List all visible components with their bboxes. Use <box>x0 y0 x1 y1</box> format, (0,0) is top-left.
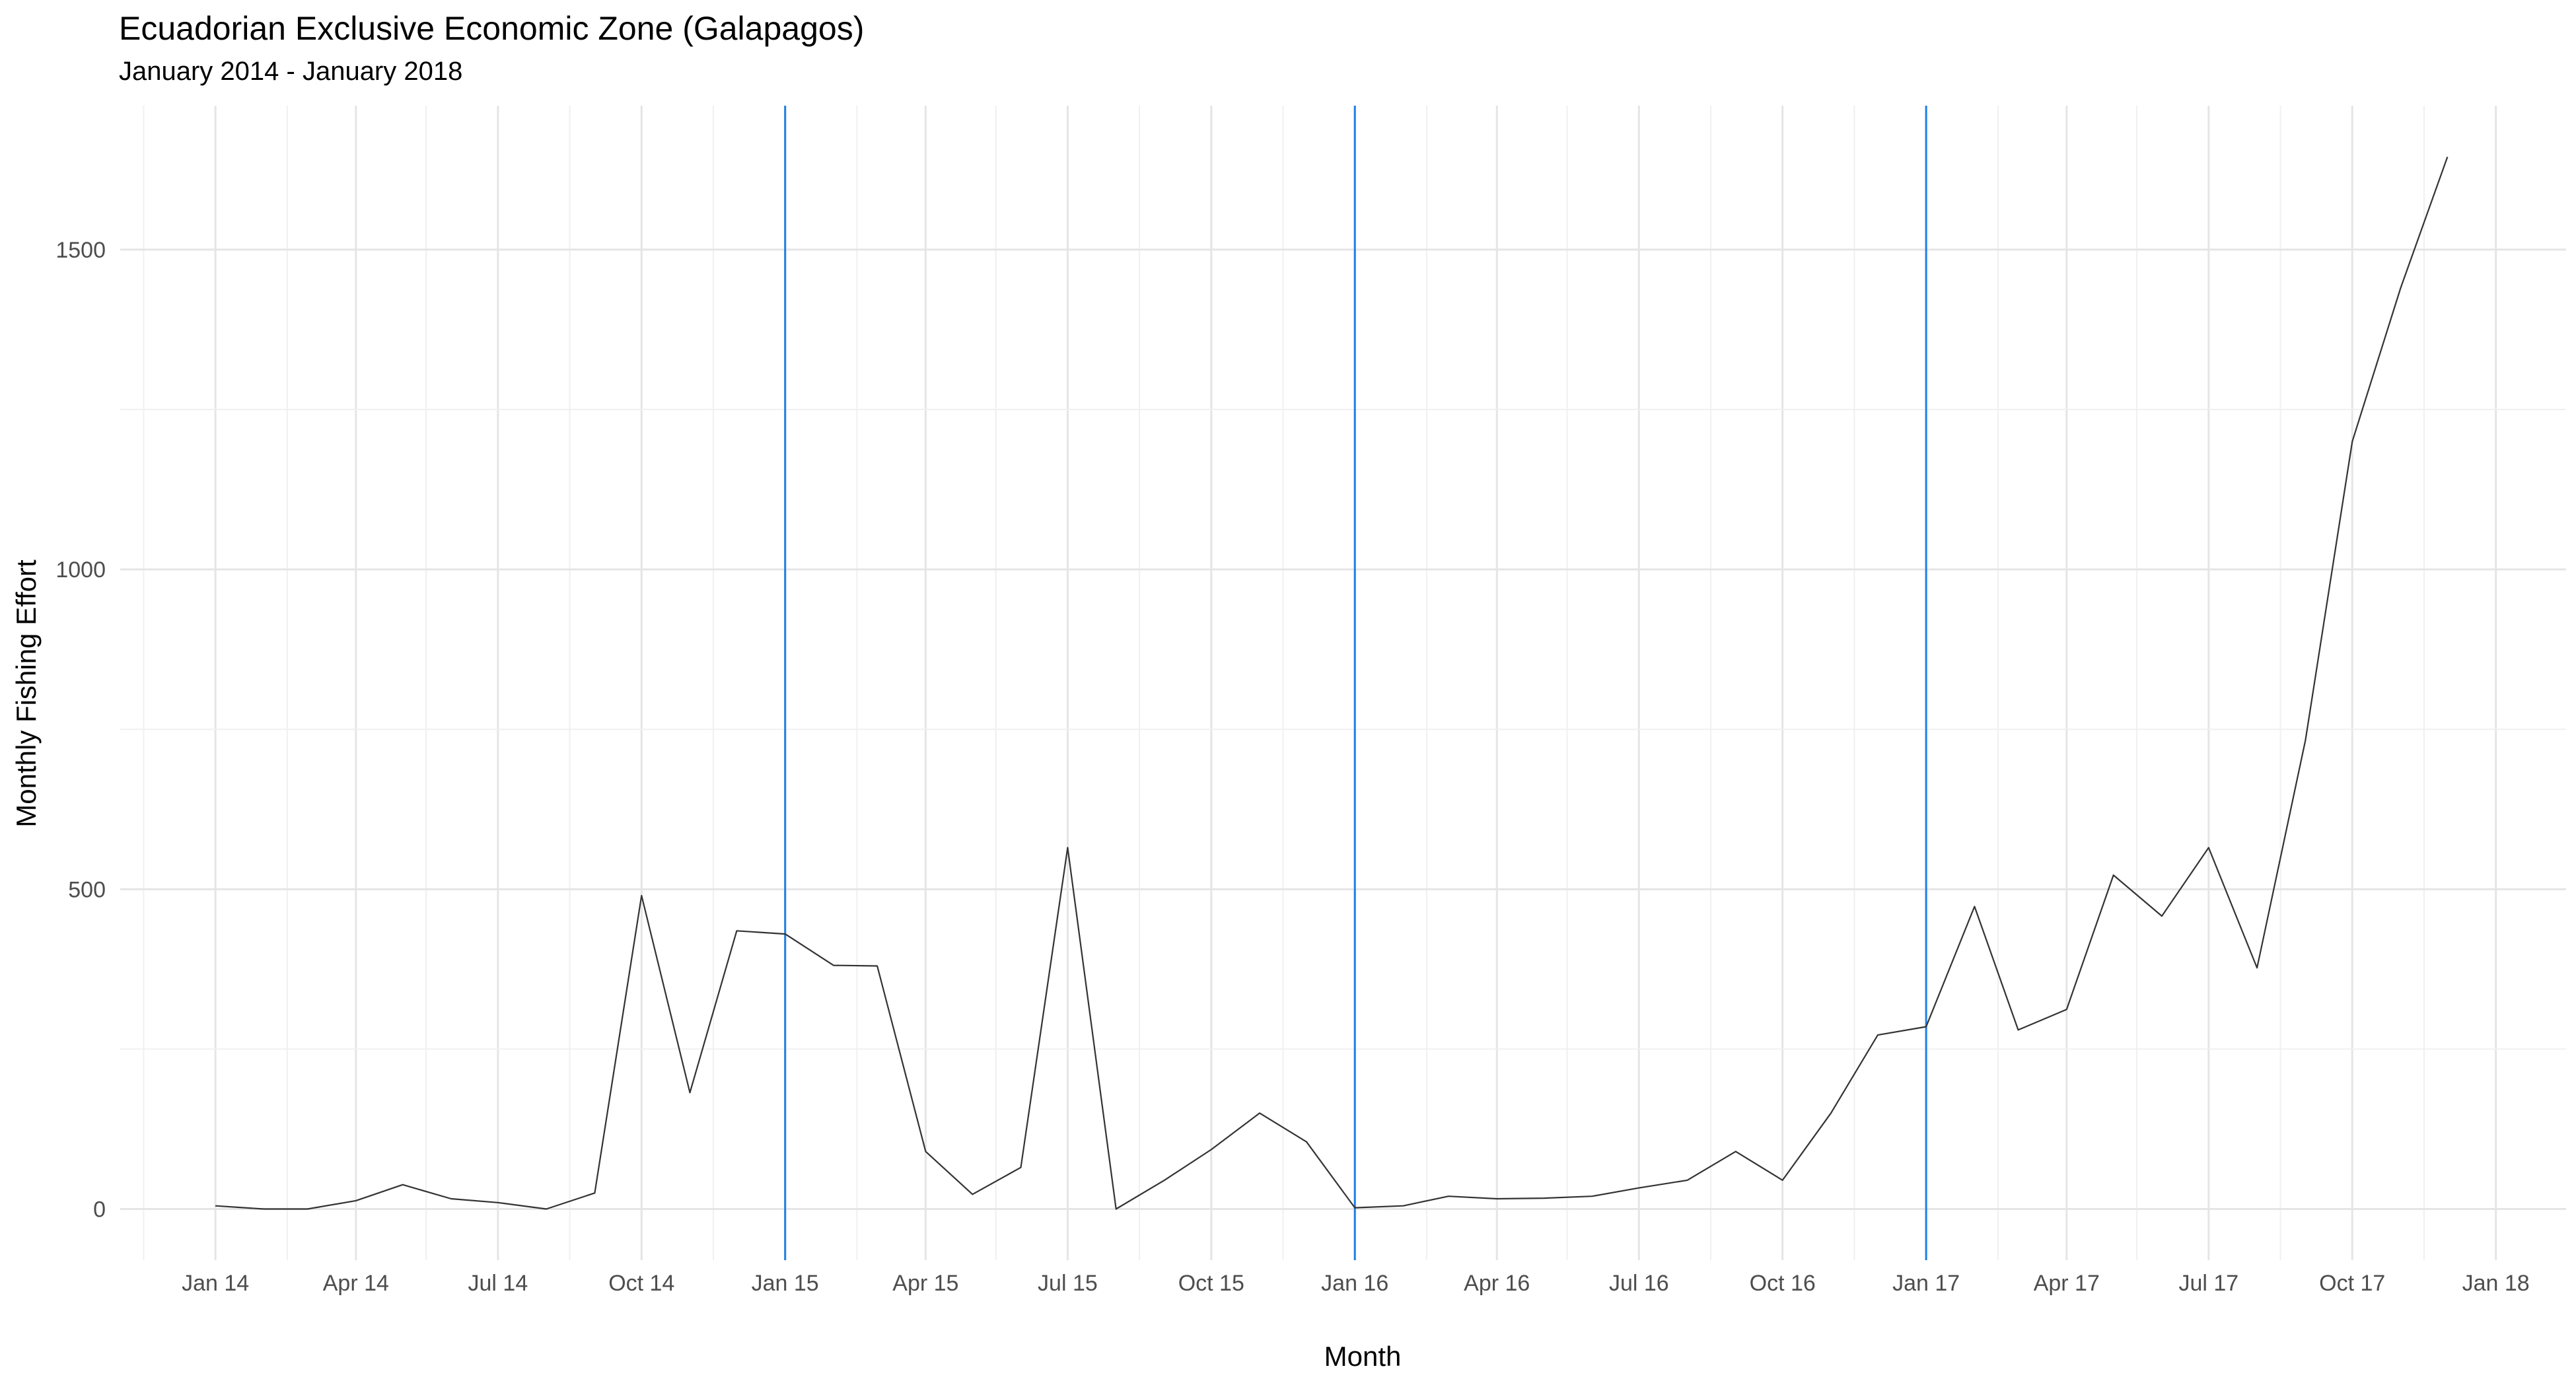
x-tick-label: Jan 14 <box>182 1271 249 1296</box>
x-axis-title: Month <box>1324 1341 1402 1372</box>
y-tick-label: 1000 <box>55 557 106 583</box>
x-tick-label: Oct 16 <box>1750 1271 1816 1296</box>
y-tick-label: 1500 <box>55 238 106 263</box>
x-tick-label: Apr 15 <box>892 1271 958 1296</box>
chart-title: Ecuadorian Exclusive Economic Zone (Gala… <box>119 10 865 47</box>
x-tick-label: Apr 16 <box>1464 1271 1530 1296</box>
x-tick-label: Oct 17 <box>2319 1271 2385 1296</box>
x-tick-label: Oct 15 <box>1178 1271 1244 1296</box>
x-tick-label: Jan 15 <box>752 1271 819 1296</box>
x-tick-label: Oct 14 <box>608 1271 674 1296</box>
axis-layer: Jan 14 Apr 14 Jul 14 Oct 14 Jan 15 Apr 15 Jul … <box>55 238 2529 1296</box>
x-tick-label: Jan 17 <box>1892 1271 1960 1296</box>
x-tick-label: Jul 14 <box>468 1271 528 1296</box>
x-tick-label: Apr 14 <box>323 1271 389 1296</box>
x-tick-label: Apr 17 <box>2034 1271 2100 1296</box>
y-axis-title: Monthly Fishing Effort <box>11 559 42 828</box>
chart-subtitle: January 2014 - January 2018 <box>119 57 463 86</box>
x-tick-label: Jul 16 <box>1609 1271 1669 1296</box>
y-tick-label: 0 <box>93 1197 106 1223</box>
reference-lines <box>784 106 1927 1260</box>
x-tick-label: Jul 17 <box>2178 1271 2238 1296</box>
x-tick-label: Jan 16 <box>1321 1271 1388 1296</box>
x-tick-label: Jul 15 <box>1038 1271 1098 1296</box>
x-tick-label: Jan 18 <box>2462 1271 2530 1296</box>
series-layer <box>215 157 2449 1210</box>
series-line <box>215 157 2449 1210</box>
y-tick-label: 500 <box>68 877 106 902</box>
grid-layer <box>120 106 2566 1260</box>
